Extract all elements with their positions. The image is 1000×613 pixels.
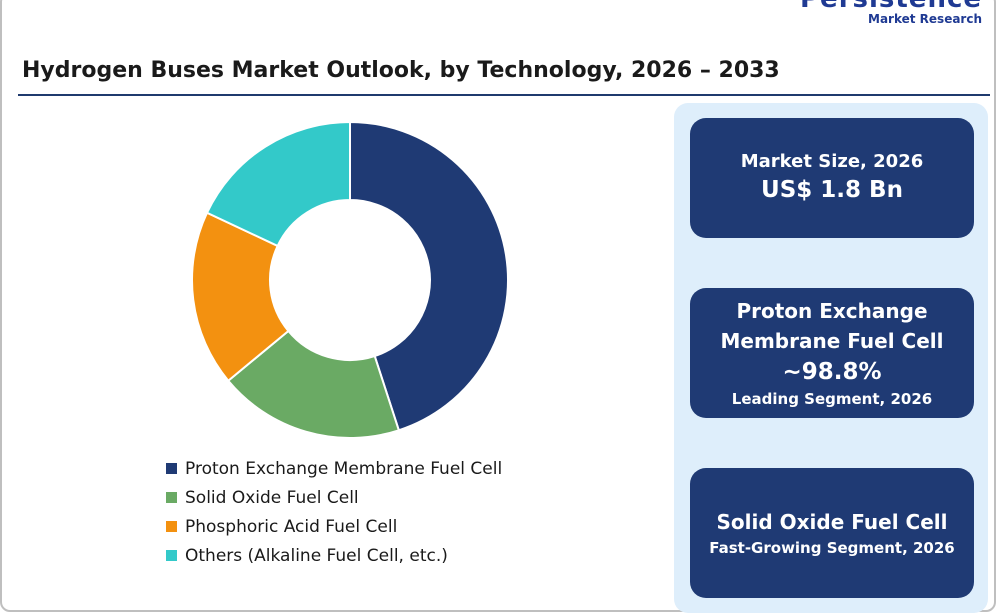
fast-growing-caption: Fast-Growing Segment, 2026 <box>709 539 955 557</box>
market-size-label: Market Size, 2026 <box>740 151 924 172</box>
leading-segment-share: ~98.8% <box>782 359 882 385</box>
legend-swatch <box>166 550 177 561</box>
fast-growing-card: Solid Oxide Fuel Cell Fast-Growing Segme… <box>690 468 974 598</box>
logo-subtitle: Market Research <box>868 12 982 26</box>
chart-legend: Proton Exchange Membrane Fuel Cell Solid… <box>166 454 502 570</box>
legend-item-others: Others (Alkaline Fuel Cell, etc.) <box>166 541 502 570</box>
legend-label: Proton Exchange Membrane Fuel Cell <box>185 458 503 479</box>
legend-label: Phosphoric Acid Fuel Cell <box>185 516 398 537</box>
legend-swatch <box>166 463 177 474</box>
company-logo: Persistence Market Research <box>800 0 982 26</box>
legend-swatch <box>166 521 177 532</box>
donut-slice-pem <box>349 120 509 432</box>
leading-segment-caption: Leading Segment, 2026 <box>731 390 933 408</box>
leading-segment-name-line2: Membrane Fuel Cell <box>720 329 944 353</box>
market-size-card: Market Size, 2026 US$ 1.8 Bn <box>690 118 974 238</box>
fast-growing-name: Solid Oxide Fuel Cell <box>716 510 948 534</box>
leading-segment-card: Proton Exchange Membrane Fuel Cell ~98.8… <box>690 288 974 418</box>
chart-title: Hydrogen Buses Market Outlook, by Techno… <box>22 58 780 83</box>
title-divider <box>18 94 990 96</box>
legend-label: Others (Alkaline Fuel Cell, etc.) <box>185 545 448 566</box>
donut-slice-phosphoric-acid <box>191 211 290 383</box>
legend-label: Solid Oxide Fuel Cell <box>185 487 359 508</box>
donut-chart <box>191 120 509 439</box>
legend-item-phosphoric-acid: Phosphoric Acid Fuel Cell <box>166 512 502 541</box>
legend-swatch <box>166 492 177 503</box>
market-size-value: US$ 1.8 Bn <box>761 177 903 203</box>
legend-item-solid-oxide: Solid Oxide Fuel Cell <box>166 483 502 512</box>
legend-item-pem: Proton Exchange Membrane Fuel Cell <box>166 454 502 483</box>
leading-segment-name-line1: Proton Exchange <box>736 299 928 323</box>
donut-slice-solid-oxide <box>226 329 401 439</box>
logo-name: Persistence <box>800 0 982 12</box>
donut-slice-others <box>205 120 351 248</box>
